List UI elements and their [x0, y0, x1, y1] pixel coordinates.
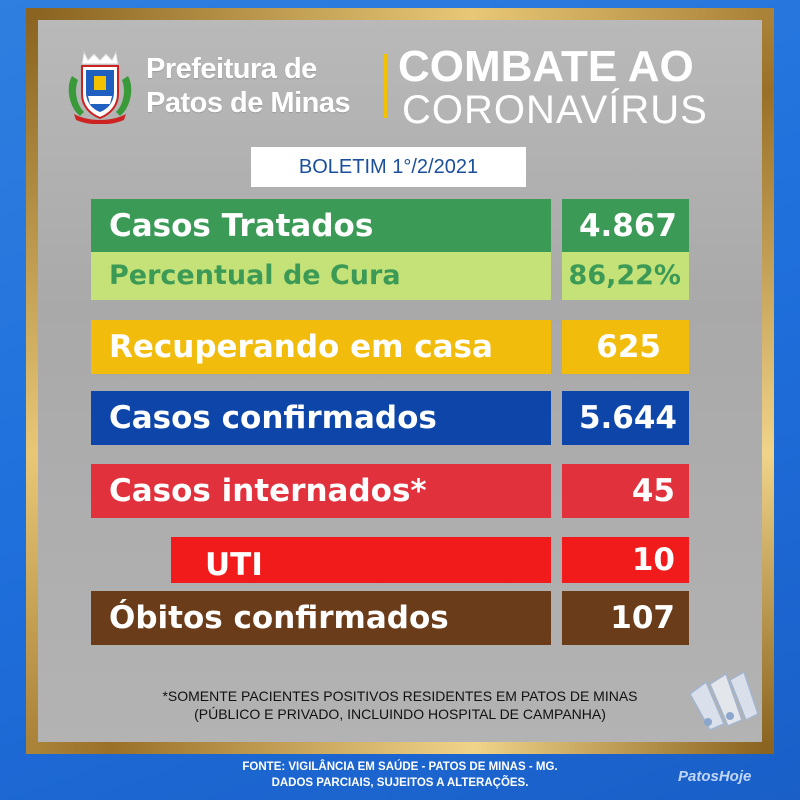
footnote-line1: *SOMENTE PACIENTES POSITIVOS RESIDENTES …: [162, 688, 638, 704]
source-line2: DADOS PARCIAIS, SUJEITOS A ALTERAÇÕES.: [271, 777, 529, 789]
source-line1: FONTE: VIGILÂNCIA EM SAÚDE - PATOS DE MI…: [242, 761, 558, 773]
row-label-obitos: Óbitos confirmados: [91, 591, 551, 645]
prefeitura-line1: Prefeitura de: [146, 53, 317, 85]
row-label-percentual-cura: Percentual de Cura: [91, 252, 551, 300]
row-label-casos-confirmados: Casos confirmados: [91, 391, 551, 445]
title-line2: CORONAVÍRUS: [402, 88, 708, 132]
patoshoje-logo-icon: [689, 670, 759, 731]
row-value-percentual-cura: 86,22%: [562, 252, 689, 300]
bulletin-date: BOLETIM 1°/2/2021: [251, 147, 526, 187]
data-source: FONTE: VIGILÂNCIA EM SAÚDE - PATOS DE MI…: [120, 759, 680, 791]
prefeitura-name: Prefeitura de Patos de Minas: [146, 52, 351, 120]
brand-watermark: PatosHoje: [678, 768, 752, 785]
header: Prefeitura de Patos de Minas COMBATE AO …: [0, 0, 800, 140]
prefeitura-line2: Patos de Minas: [146, 87, 351, 119]
footnote-line2: (PÚBLICO E PRIVADO, INCLUINDO HOSPITAL D…: [194, 706, 606, 722]
city-coat-of-arms-icon: [68, 50, 132, 124]
row-label-casos-internados: Casos internados*: [91, 464, 551, 518]
row-label-recuperando: Recuperando em casa: [91, 320, 551, 374]
row-label-casos-tratados: Casos Tratados: [91, 199, 551, 253]
row-label-uti: UTI: [171, 537, 551, 583]
row-value-uti: 10: [562, 537, 689, 583]
row-value-recuperando: 625: [562, 320, 689, 374]
row-value-casos-confirmados: 5.644: [562, 391, 689, 445]
row-value-casos-tratados: 4.867: [562, 199, 689, 253]
row-value-obitos: 107: [562, 591, 689, 645]
row-value-casos-internados: 45: [562, 464, 689, 518]
title-line1: COMBATE AO: [398, 42, 694, 91]
header-divider: [384, 54, 387, 118]
footnote: *SOMENTE PACIENTES POSITIVOS RESIDENTES …: [60, 687, 740, 723]
